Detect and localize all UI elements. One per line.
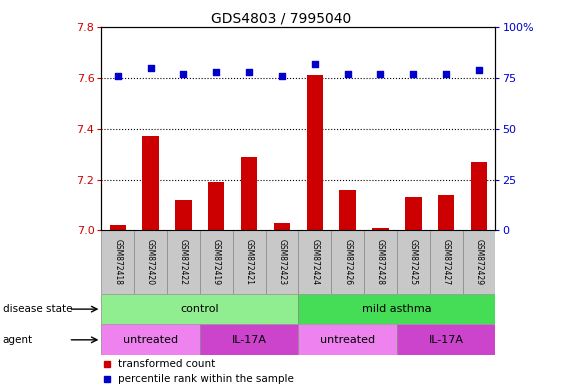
- Bar: [266, 230, 298, 294]
- Bar: [397, 324, 495, 355]
- Text: IL-17A: IL-17A: [428, 335, 464, 345]
- Bar: [397, 230, 430, 294]
- Text: IL-17A: IL-17A: [231, 335, 267, 345]
- Text: GDS4803 / 7995040: GDS4803 / 7995040: [211, 12, 352, 25]
- Bar: [339, 190, 356, 230]
- Point: [113, 73, 122, 79]
- Bar: [101, 230, 134, 294]
- Point: [146, 65, 155, 71]
- Text: GSM872427: GSM872427: [442, 239, 450, 285]
- Text: agent: agent: [3, 335, 33, 345]
- Point: [310, 60, 319, 66]
- Text: GSM872428: GSM872428: [376, 239, 385, 285]
- Bar: [307, 75, 323, 230]
- Point: [278, 73, 287, 79]
- Text: control: control: [181, 304, 219, 314]
- Bar: [438, 195, 454, 230]
- Text: GSM872424: GSM872424: [310, 239, 319, 285]
- Text: GSM872423: GSM872423: [278, 239, 287, 285]
- Bar: [274, 223, 290, 230]
- Bar: [331, 230, 364, 294]
- Point: [244, 69, 253, 75]
- Text: GSM872429: GSM872429: [475, 239, 484, 285]
- Point: [441, 71, 450, 77]
- Bar: [101, 294, 298, 324]
- Text: GSM872426: GSM872426: [343, 239, 352, 285]
- Point: [343, 71, 352, 77]
- Bar: [463, 230, 495, 294]
- Bar: [233, 230, 266, 294]
- Text: GSM872420: GSM872420: [146, 239, 155, 285]
- Text: untreated: untreated: [123, 335, 178, 345]
- Text: untreated: untreated: [320, 335, 375, 345]
- Text: GSM872418: GSM872418: [113, 239, 122, 285]
- Bar: [430, 230, 463, 294]
- Text: transformed count: transformed count: [118, 359, 216, 369]
- Bar: [208, 182, 225, 230]
- Bar: [405, 197, 422, 230]
- Text: GSM872421: GSM872421: [245, 239, 253, 285]
- Text: GSM872422: GSM872422: [179, 239, 188, 285]
- Bar: [200, 230, 233, 294]
- Bar: [241, 157, 257, 230]
- Text: percentile rank within the sample: percentile rank within the sample: [118, 374, 294, 384]
- Bar: [298, 230, 331, 294]
- Bar: [364, 230, 397, 294]
- Bar: [298, 324, 397, 355]
- Bar: [134, 230, 167, 294]
- Bar: [200, 324, 298, 355]
- Point: [179, 71, 188, 77]
- Bar: [372, 228, 388, 230]
- Bar: [101, 324, 200, 355]
- Text: disease state: disease state: [3, 304, 72, 314]
- Point: [212, 69, 221, 75]
- Bar: [167, 230, 200, 294]
- Text: GSM872425: GSM872425: [409, 239, 418, 285]
- Point: [376, 71, 385, 77]
- Bar: [142, 136, 159, 230]
- Text: mild asthma: mild asthma: [362, 304, 432, 314]
- Bar: [175, 200, 191, 230]
- Text: GSM872419: GSM872419: [212, 239, 221, 285]
- Point: [475, 66, 484, 73]
- Bar: [471, 162, 487, 230]
- Bar: [110, 225, 126, 230]
- Bar: [298, 294, 495, 324]
- Point: [409, 71, 418, 77]
